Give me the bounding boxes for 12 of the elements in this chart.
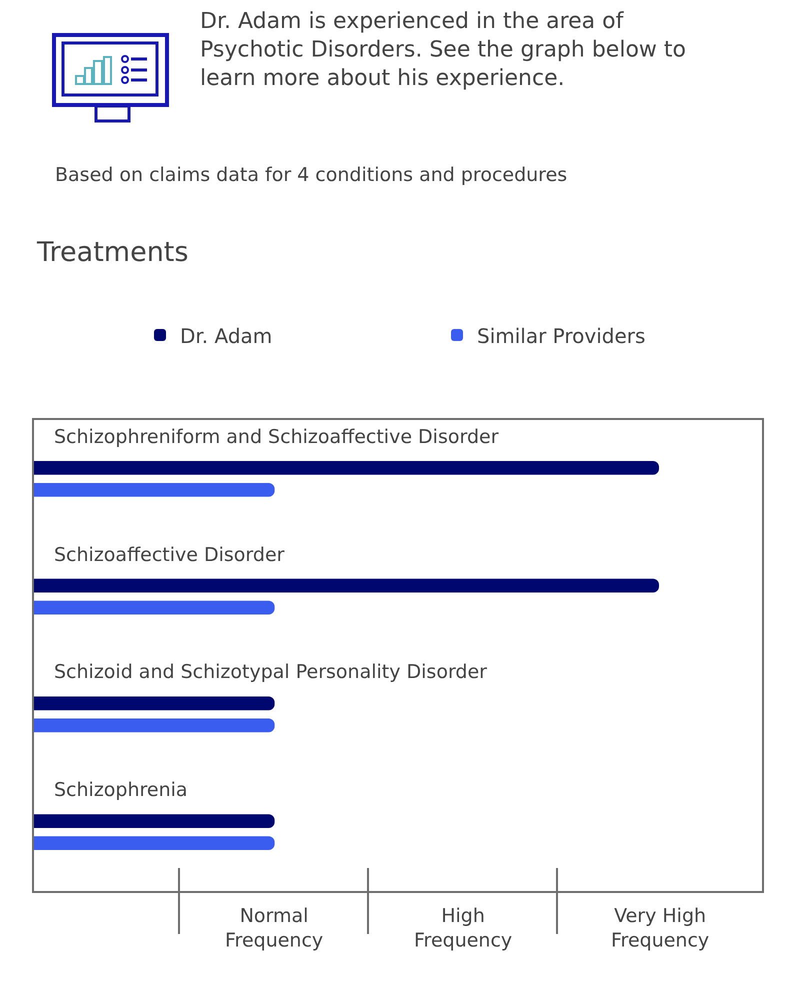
- y-tick-label: Schizoid and Schizotypal Personality Disorder: [54, 661, 488, 683]
- text: Treatments: [36, 237, 188, 268]
- legend-label: Dr. Adam: [180, 324, 272, 348]
- chart-subtitle: Based on claims data for 4 conditions and procedures: [55, 164, 568, 186]
- text: High Frequency: [414, 905, 512, 952]
- chart-title: Dr. Adam is experienced in the area of Psychotic Disorders. See the graph below to learn more about his experience.: [200, 9, 686, 92]
- text: Normal Frequency: [225, 905, 324, 952]
- y-tick-label: Schizophrenia: [54, 779, 188, 801]
- text: Very High Frequency: [611, 905, 710, 952]
- y-tick-label: Schizophreniform and Schizoaffective Disorder: [54, 426, 499, 448]
- y-tick-label: Schizoaffective Disorder: [54, 544, 285, 566]
- legend-label: Similar Providers: [477, 324, 646, 348]
